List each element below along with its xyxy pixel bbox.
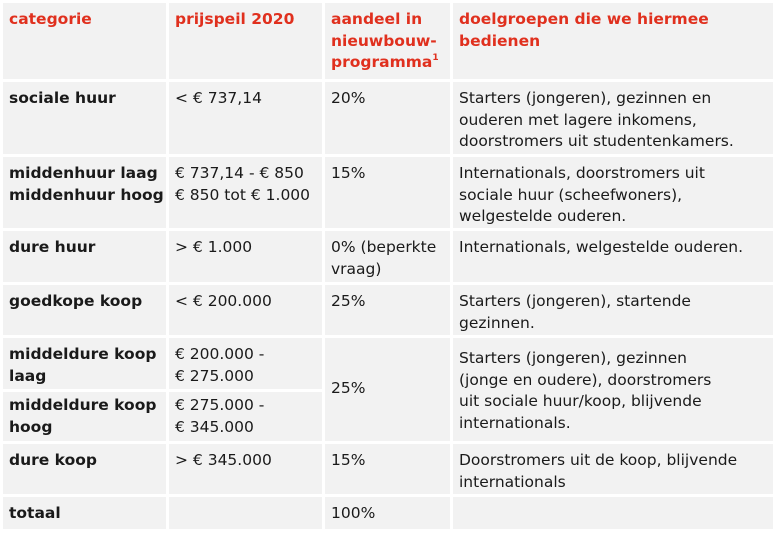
row-middeldure-doel-line: Starters (jongeren), gezinnen bbox=[459, 349, 687, 367]
row-dure-koop-doel-line: Doorstromers uit de koop, blijvende bbox=[459, 451, 738, 469]
header-aandeel-line3: programma1 bbox=[331, 52, 450, 74]
row-midden-aandeel-text: 15% bbox=[331, 164, 366, 182]
row-dure-huur-aandeel-line: 0% (beperkte bbox=[331, 238, 437, 256]
row-dure-koop-categorie: dure koop bbox=[3, 444, 166, 494]
row-totaal-categorie: totaal bbox=[3, 497, 166, 529]
row-dure-koop-aandeel: 15% bbox=[325, 444, 450, 494]
row-dure-huur-aandeel: 0% (beperkte vraag) bbox=[325, 231, 450, 282]
row-midden-doel-line: sociale huur (scheefwoners), bbox=[459, 185, 683, 204]
row-dure-koop-aandeel-text: 15% bbox=[331, 451, 366, 469]
row-dure-huur-doel-text: Internationals, welgestelde ouderen. bbox=[459, 238, 744, 256]
row-goedkope-prijs-text: < € 200.000 bbox=[175, 292, 272, 310]
row-dure-koop-categorie-text: dure koop bbox=[9, 451, 97, 469]
row-sociale-categorie-text: sociale huur bbox=[9, 89, 116, 107]
row-midden-doelgroepen: Internationals, doorstromers uit sociale… bbox=[453, 157, 773, 228]
row-middeldure-hoog-categorie: middeldure koop hoog bbox=[3, 392, 166, 441]
row-middeldure-aandeel: 25% bbox=[325, 338, 450, 441]
row-sociale-aandeel-text: 20% bbox=[331, 89, 366, 107]
row-sociale-aandeel: 20% bbox=[325, 82, 450, 154]
row-totaal-aandeel-text: 100% bbox=[331, 504, 376, 522]
row-midden-categorie: middenhuur laag middenhuur hoog bbox=[3, 157, 166, 228]
row-totaal-prijs bbox=[169, 497, 322, 529]
row-middeldure-laag-cat-line: laag bbox=[9, 366, 47, 385]
row-middeldure-doel-line: uit sociale huur/koop, blijvende bbox=[459, 392, 702, 410]
row-goedkope-categorie-text: goedkope koop bbox=[9, 292, 143, 310]
header-aandeel-line2: nieuwbouw- bbox=[331, 31, 437, 50]
row-middeldure-aandeel-text: 25% bbox=[331, 379, 366, 397]
row-middeldure-laag-prijs-line: € 200.000 - bbox=[175, 345, 265, 363]
row-goedkope-doel-line: Starters (jongeren), startende bbox=[459, 292, 691, 310]
header-categorie: categorie bbox=[3, 3, 166, 79]
row-goedkope-prijs: < € 200.000 bbox=[169, 285, 322, 335]
header-aandeel-line3-text: programma bbox=[331, 53, 433, 71]
row-totaal-doelgroepen bbox=[453, 497, 773, 529]
row-middeldure-hoog-prijs: € 275.000 - € 345.000 bbox=[169, 392, 322, 441]
row-dure-huur-categorie-text: dure huur bbox=[9, 238, 96, 256]
header-aandeel-line1: aandeel in bbox=[331, 10, 423, 28]
row-totaal-aandeel: 100% bbox=[325, 497, 450, 529]
row-middeldure-laag-prijs-line: € 275.000 bbox=[175, 366, 254, 385]
row-middeldure-hoog-cat-line: middeldure koop bbox=[9, 396, 157, 414]
row-middeldure-hoog-cat-line: hoog bbox=[9, 417, 53, 436]
row-middeldure-hoog-prijs-line: € 275.000 - bbox=[175, 396, 265, 414]
row-middeldure-doelgroepen: Starters (jongeren), gezinnen (jonge en … bbox=[453, 338, 773, 441]
row-goedkope-categorie: goedkope koop bbox=[3, 285, 166, 335]
row-midden-aandeel: 15% bbox=[325, 157, 450, 228]
row-dure-koop-prijs: > € 345.000 bbox=[169, 444, 322, 494]
row-sociale-doelgroepen: Starters (jongeren), gezinnen en ouderen… bbox=[453, 82, 773, 154]
row-totaal-categorie-text: totaal bbox=[9, 504, 61, 522]
header-categorie-text: categorie bbox=[9, 10, 92, 28]
row-sociale-prijs: < € 737,14 bbox=[169, 82, 322, 154]
header-doelgroepen: doelgroepen die we hiermee bedienen bbox=[453, 3, 773, 79]
row-middeldure-doel-line: (jonge en oudere), doorstromers bbox=[459, 370, 712, 389]
row-dure-huur-prijs: > € 1.000 bbox=[169, 231, 322, 282]
row-dure-koop-doel-line: internationals bbox=[459, 472, 566, 491]
row-midden-prijs-hoog: € 850 tot € 1.000 bbox=[175, 185, 311, 204]
header-doel-line1: doelgroepen die we hiermee bbox=[459, 10, 709, 28]
row-dure-koop-doelgroepen: Doorstromers uit de koop, blijvende inte… bbox=[453, 444, 773, 494]
header-prijspeil: prijspeil 2020 bbox=[169, 3, 322, 79]
row-midden-prijs-laag: € 737,14 - € 850 bbox=[175, 164, 304, 182]
row-sociale-doel-line: doorstromers uit studentenkamers. bbox=[459, 132, 734, 150]
header-prijspeil-text: prijspeil 2020 bbox=[175, 10, 295, 28]
row-middeldure-doel-line: internationals. bbox=[459, 413, 571, 432]
row-midden-doel-line: welgestelde ouderen. bbox=[459, 207, 627, 225]
row-middeldure-laag-cat-line: middeldure koop bbox=[9, 345, 157, 363]
row-dure-huur-doelgroepen: Internationals, welgestelde ouderen. bbox=[453, 231, 773, 282]
row-goedkope-aandeel-text: 25% bbox=[331, 292, 366, 310]
row-dure-huur-prijs-text: > € 1.000 bbox=[175, 238, 253, 256]
row-dure-huur-aandeel-line: vraag) bbox=[331, 259, 382, 278]
row-middeldure-hoog-prijs-line: € 345.000 bbox=[175, 417, 254, 436]
row-sociale-doel-line: Starters (jongeren), gezinnen en bbox=[459, 89, 712, 107]
header-doel-line2: bedienen bbox=[459, 31, 541, 50]
row-middeldure-laag-categorie: middeldure koop laag bbox=[3, 338, 166, 389]
row-sociale-categorie: sociale huur bbox=[3, 82, 166, 154]
row-dure-koop-prijs-text: > € 345.000 bbox=[175, 451, 272, 469]
row-dure-huur-categorie: dure huur bbox=[3, 231, 166, 282]
row-middeldure-laag-prijs: € 200.000 - € 275.000 bbox=[169, 338, 322, 389]
row-goedkope-aandeel: 25% bbox=[325, 285, 450, 335]
row-midden-cat-laag: middenhuur laag bbox=[9, 164, 158, 182]
header-aandeel: aandeel in nieuwbouw- programma1 bbox=[325, 3, 450, 79]
row-sociale-doel-line: ouderen met lagere inkomens, bbox=[459, 110, 697, 129]
row-midden-doel-line: Internationals, doorstromers uit bbox=[459, 164, 705, 182]
row-sociale-prijs-text: < € 737,14 bbox=[175, 89, 262, 107]
row-goedkope-doel-line: gezinnen. bbox=[459, 313, 535, 332]
footnote-marker: 1 bbox=[432, 53, 439, 63]
row-midden-cat-hoog: middenhuur hoog bbox=[9, 185, 164, 204]
row-goedkope-doelgroepen: Starters (jongeren), startende gezinnen. bbox=[453, 285, 773, 335]
row-midden-prijs: € 737,14 - € 850 € 850 tot € 1.000 bbox=[169, 157, 322, 228]
